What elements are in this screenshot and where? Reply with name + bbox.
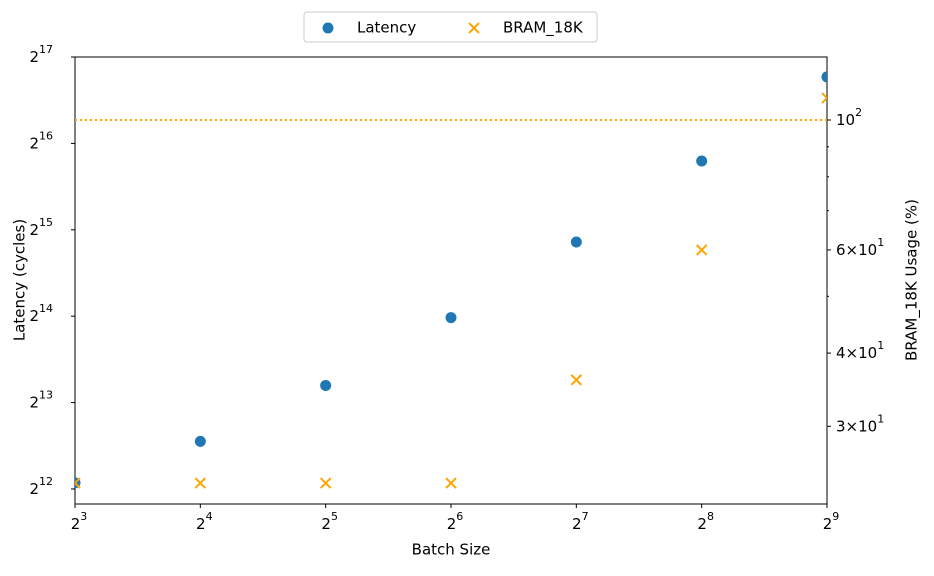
y2-tick-label: 102	[836, 106, 862, 128]
point	[319, 477, 332, 489]
legend-label: Latency	[357, 19, 416, 37]
legend-frame	[303, 11, 598, 43]
y-tick-label: 212	[29, 475, 53, 498]
point	[445, 312, 457, 324]
point	[194, 477, 207, 489]
point	[570, 374, 583, 386]
x-tick-label: 25	[321, 510, 338, 533]
x-tick-label: 23	[71, 510, 88, 533]
points	[75, 71, 827, 489]
y2-axis-label: BRAM_18K Usage (%)	[903, 199, 922, 361]
x-tick-label: 24	[196, 510, 213, 533]
x-tick-label: 28	[697, 510, 714, 533]
x-tick-label: 29	[823, 510, 840, 533]
plot-frame	[74, 56, 828, 505]
point	[821, 71, 827, 83]
point	[821, 92, 827, 104]
y-tick-label: 213	[29, 389, 53, 412]
point	[194, 435, 206, 447]
x-tick-label: 26	[447, 510, 464, 533]
point	[75, 477, 81, 489]
point	[320, 379, 332, 391]
y2-tick-label: 6×101	[836, 236, 884, 259]
point	[696, 155, 708, 167]
y-tick-label: 217	[29, 43, 53, 66]
y-tick-label: 214	[29, 302, 53, 325]
y-tick-label: 215	[29, 216, 53, 239]
point	[570, 236, 582, 248]
legend-label: BRAM_18K	[503, 19, 584, 38]
point	[445, 477, 457, 489]
y-tick-label: 216	[29, 129, 53, 152]
point	[695, 244, 708, 256]
y-axis-label: Latency (cycles)	[11, 219, 29, 341]
x-tick-label: 27	[572, 510, 589, 533]
y2-tick-label: 3×101	[836, 412, 884, 435]
legend-marker	[322, 22, 334, 34]
y2-tick-label: 4×101	[836, 339, 884, 362]
legend-marker	[468, 22, 480, 34]
x-axis-label: Batch Size	[412, 541, 491, 559]
